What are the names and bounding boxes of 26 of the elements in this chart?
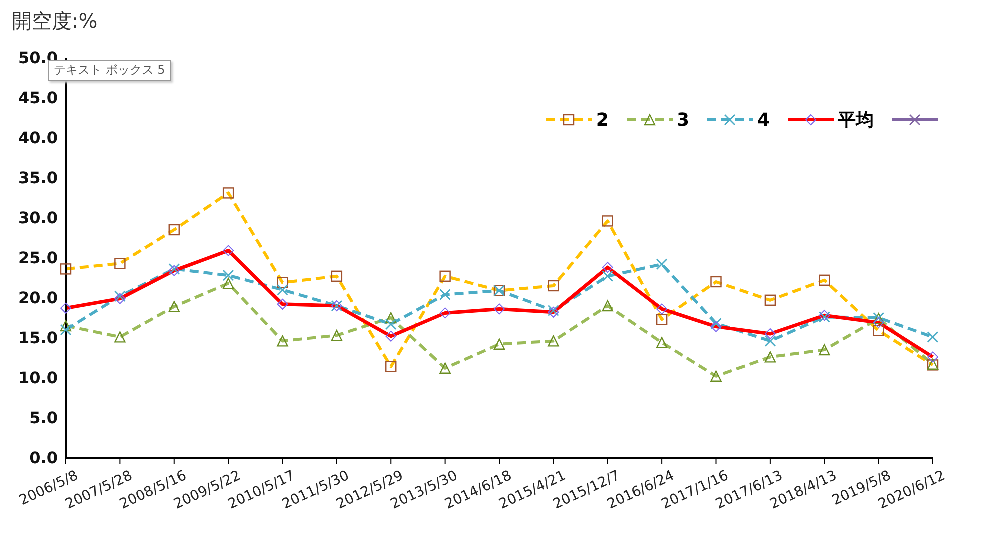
point	[222, 270, 234, 282]
point	[710, 318, 722, 330]
y-tick-label: 40.0	[18, 128, 58, 148]
y-tick-label: 10.0	[18, 368, 58, 388]
point	[114, 290, 126, 302]
y-tick-label: 25.0	[18, 248, 58, 268]
point	[440, 289, 452, 300]
legend-label: 2	[596, 110, 609, 130]
y-tick-label: 35.0	[18, 168, 58, 188]
y-tick-label: 30.0	[18, 208, 58, 228]
point	[277, 284, 288, 296]
point	[764, 336, 776, 347]
legend-label: 平均	[838, 109, 874, 132]
y-tick-label: 20.0	[18, 288, 58, 308]
point	[385, 318, 397, 330]
y-axis-title: 開空度:%	[12, 8, 98, 35]
point	[656, 258, 668, 270]
y-tick-label: 0.0	[30, 448, 58, 468]
y-tick-label: 15.0	[18, 328, 58, 348]
legend-label: 4	[757, 110, 770, 130]
point	[927, 332, 939, 343]
legend-label: 3	[676, 110, 690, 130]
y-tick-label: 45.0	[18, 88, 58, 108]
annotation: テキスト ボックス 5	[48, 60, 172, 81]
y-tick-label: 5.0	[30, 408, 58, 428]
point	[602, 270, 614, 282]
